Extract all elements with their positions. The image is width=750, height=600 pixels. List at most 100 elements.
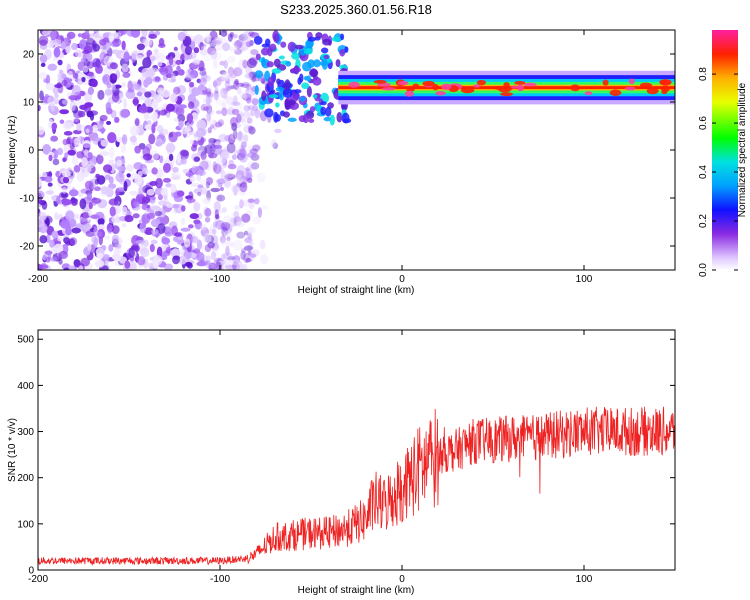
spectrogram-cell <box>73 164 81 173</box>
spectrogram-cell <box>200 227 210 238</box>
spectrogram-cell <box>331 36 341 42</box>
spectrogram-cell <box>126 173 131 178</box>
spectrogram-cell <box>57 59 63 66</box>
spectrogram-cell <box>251 98 259 106</box>
spectrogram-cell <box>252 105 258 117</box>
spectrogram-cell <box>62 157 67 163</box>
spectrogram-cell <box>178 69 185 76</box>
spectrogram-cell <box>224 77 230 84</box>
spectrogram-cell <box>65 226 72 236</box>
spectrogram-cell <box>49 30 58 40</box>
spectrogram-cell <box>47 171 53 178</box>
spectrogram-cell <box>108 183 117 189</box>
spectrogram-cell <box>71 155 79 166</box>
spectrogram-cell <box>205 34 212 43</box>
spectrogram-cell <box>86 53 93 62</box>
spectrogram-hotspot <box>381 87 396 91</box>
spectrogram-cell <box>69 100 76 112</box>
spectrogram-cell <box>212 234 219 246</box>
spectrogram-cell <box>152 254 163 266</box>
spectrogram-cell <box>161 89 171 98</box>
spectrogram-cell <box>187 101 195 109</box>
spectrogram-cell <box>309 68 318 78</box>
spectrogram-hotspot <box>517 84 524 92</box>
spectrogram-cell <box>240 141 247 149</box>
y-tick-label: 500 <box>17 335 34 346</box>
spectrogram-cell <box>197 184 204 189</box>
spectrogram-cell <box>323 116 332 122</box>
spectrogram-cell <box>121 82 126 87</box>
spectrogram-cell <box>294 89 302 94</box>
spectrogram-cell <box>226 173 236 180</box>
spectrogram-cell <box>237 130 243 141</box>
spectrogram-cell <box>92 43 100 52</box>
spectrogram-cell <box>233 48 243 55</box>
spectrogram-cell <box>220 170 226 181</box>
spectrogram-cell <box>63 267 70 270</box>
spectrogram-cell <box>168 55 174 66</box>
spectrogram-cell <box>322 38 332 46</box>
spectrogram-cell <box>57 236 63 242</box>
spectrogram-cell <box>129 190 139 196</box>
spectrogram-cell <box>134 118 140 127</box>
x-tick-label: -100 <box>210 574 230 585</box>
spectrogram-y-ticks: -20 -10 0 10 20 <box>20 50 675 253</box>
spectrogram-cell <box>156 124 164 133</box>
spectrogram-cell <box>143 227 154 236</box>
spectrogram-cell <box>142 153 153 161</box>
y-tick-label: 200 <box>17 473 34 484</box>
spectrogram-cell <box>225 245 230 257</box>
spectrogram-cell <box>214 86 219 98</box>
spectrogram-cell <box>339 49 346 57</box>
spectrogram-cell <box>173 117 179 123</box>
spectrogram-cell <box>199 69 207 76</box>
spectrogram-cell <box>278 89 285 101</box>
spectrogram-cell <box>212 58 218 70</box>
spectrogram-cell <box>97 89 105 101</box>
spectrogram-cell <box>196 239 203 250</box>
spectrogram-hotspot <box>476 79 486 86</box>
spectrogram-cell <box>264 108 274 118</box>
spectrogram-cell <box>252 104 258 112</box>
spectrogram-cell <box>81 156 88 168</box>
spectrogram-cell <box>200 187 208 195</box>
spectrogram-cell <box>71 227 82 234</box>
spectrogram-cell <box>40 62 46 68</box>
spectrogram-cell <box>154 210 163 217</box>
spectrogram-cell <box>216 262 223 270</box>
spectrogram-cell <box>266 61 274 68</box>
spectrogram-cell <box>114 243 122 249</box>
spectrogram-cell <box>320 101 327 106</box>
spectrogram-cell <box>186 197 196 203</box>
spectrogram-cell <box>59 109 70 115</box>
spectrogram-cell <box>239 182 248 193</box>
spectrogram-cell <box>77 33 82 38</box>
spectrogram-cell <box>79 198 87 210</box>
spectrogram-cell <box>206 91 212 97</box>
spectrogram-cell <box>243 199 249 207</box>
colorbar-tick-label: 0.0 <box>698 263 709 277</box>
spectrogram-cell <box>231 184 241 193</box>
spectrogram-cell <box>233 205 242 210</box>
spectrogram-cell <box>215 99 226 106</box>
spectrogram-cell <box>230 259 240 265</box>
spectrogram-cell <box>107 132 117 144</box>
spectrogram-cell <box>249 241 254 246</box>
spectrogram-cell <box>173 86 181 95</box>
spectrogram-cell <box>215 110 222 115</box>
spectrogram-cell <box>122 98 128 109</box>
spectrogram-cell <box>243 230 249 236</box>
spectrogram-cell <box>273 58 281 68</box>
spectrogram-hotspot <box>493 85 504 90</box>
spectrogram-cell <box>204 216 211 223</box>
spectrogram-cell <box>135 239 146 245</box>
spectrogram-cell <box>220 87 228 99</box>
spectrogram-cell <box>271 68 282 74</box>
spectrogram-cell <box>157 89 164 98</box>
spectrogram-cell <box>151 123 156 134</box>
spectrogram-cell <box>151 195 156 201</box>
spectrogram-cell <box>158 67 166 73</box>
spectrogram-cell <box>94 178 100 185</box>
spectrogram-cell <box>269 43 277 52</box>
